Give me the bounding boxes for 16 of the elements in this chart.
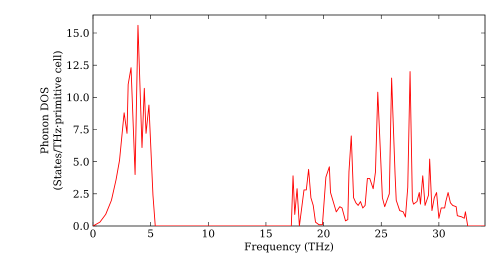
y-tick-label: 0.0 — [74, 222, 89, 230]
y-tick-label: 12.5 — [67, 61, 89, 70]
x-tick-label: 30 — [433, 230, 445, 238]
x-tick-label: 25 — [375, 230, 388, 238]
y-tick-label: 2.5 — [74, 190, 89, 198]
x-tick-label: 15 — [260, 230, 272, 238]
y-tick-label: 7.5 — [74, 126, 89, 134]
x-axis-title: Frequency (THz) — [244, 242, 333, 253]
y-axis-title: Phonon DOS (States/THz·primitive cell) — [40, 51, 64, 190]
x-tick-label: 0 — [90, 230, 96, 238]
y-tick-label: 10.0 — [67, 93, 89, 102]
x-tick-label: 10 — [202, 230, 214, 238]
y-tick-label: 5.0 — [74, 158, 89, 166]
y-tick-label: 15.0 — [67, 29, 89, 37]
x-tick-label: 20 — [318, 230, 330, 238]
x-tick-label: 5 — [148, 230, 154, 238]
